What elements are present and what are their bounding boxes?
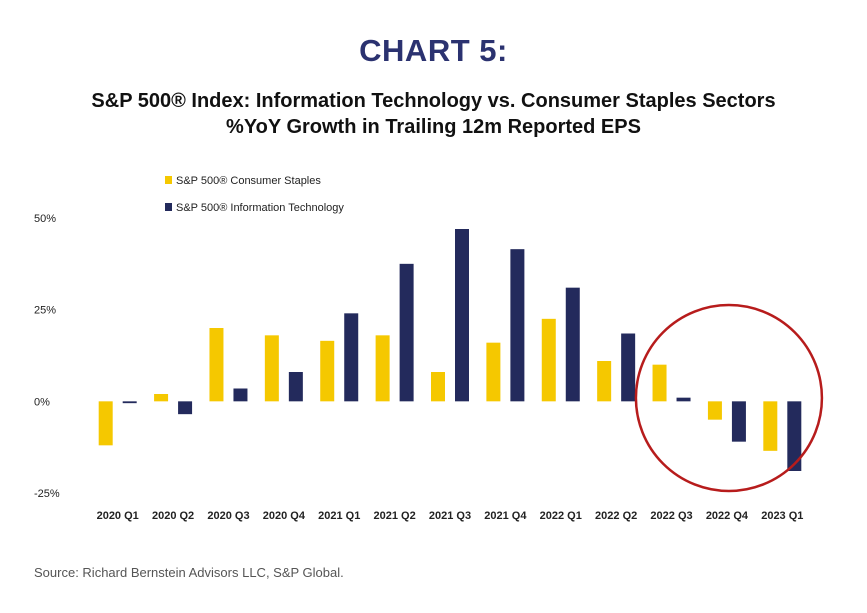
y-tick-label: -25% [34,488,60,500]
bar-consumer-staples [209,328,224,402]
bar-consumer-staples [597,361,612,402]
x-tick-label: 2022 Q3 [650,510,692,522]
x-tick-label: 2023 Q1 [761,510,803,522]
x-axis: 2020 Q1 2020 Q2 2020 Q3 2020 Q4 2021 Q1 2021 … [97,510,804,522]
legend-label: S&P 500® Consumer Staples [176,175,321,187]
x-tick-label: 2022 Q1 [540,510,582,522]
x-tick-label: 2020 Q3 [207,510,249,522]
legend-swatch [165,176,172,184]
bar-consumer-staples [375,335,390,402]
bar-information-technology [676,397,691,402]
x-tick-label: 2020 Q2 [152,510,194,522]
bar-information-technology [731,401,746,442]
y-tick-label: 50% [34,213,56,225]
legend: S&P 500® Consumer Staples S&P 500® Inform… [165,175,344,214]
bar-information-technology [621,333,636,402]
bar-information-technology [399,263,414,402]
x-tick-label: 2022 Q2 [595,510,637,522]
bars [98,229,802,471]
bar-consumer-staples [652,364,667,402]
chart-title: S&P 500® Index: Information Technology v… [0,88,867,140]
bar-consumer-staples [707,401,722,420]
bar-chart: S&P 500® Consumer Staples S&P 500® Inform… [34,175,824,522]
bar-consumer-staples [486,342,501,402]
highlight-layer [634,303,824,493]
y-tick-label: 0% [34,396,50,408]
bar-information-technology [510,249,525,402]
bar-consumer-staples [431,372,445,402]
chart-title-line1: S&P 500® Index: Information Technology v… [91,90,776,112]
bar-consumer-staples [320,340,335,402]
x-tick-label: 2021 Q2 [374,510,416,522]
source-note: Source: Richard Bernstein Advisors LLC, … [34,565,344,580]
x-tick-label: 2020 Q4 [263,510,306,522]
y-axis: 50% 25% 0% -25% [34,213,60,500]
x-tick-label: 2020 Q1 [97,510,139,522]
bar-consumer-staples [541,318,556,402]
x-tick-label: 2021 Q1 [318,510,360,522]
chart-label: CHART 5: [359,33,508,68]
x-tick-label: 2021 Q3 [429,510,471,522]
bar-consumer-staples [763,401,778,451]
legend-label: S&P 500® Information Technology [176,202,344,214]
bar-consumer-staples [264,335,279,402]
chart-subtitle: %YoY Growth in Trailing 12m Reported EPS [226,116,641,138]
bar-information-technology [122,401,137,404]
bar-information-technology [233,388,248,402]
bar-information-technology [344,313,359,402]
highlight-circle [634,303,824,493]
legend-swatch [165,203,172,211]
bar-consumer-staples [154,394,169,402]
bar-information-technology [178,401,193,415]
bar-information-technology [565,287,580,402]
y-tick-label: 25% [34,305,56,317]
bar-information-technology [455,229,469,402]
bar-information-technology [787,401,802,471]
bar-information-technology [288,372,303,402]
x-tick-label: 2021 Q4 [484,510,527,522]
x-tick-label: 2022 Q4 [706,510,749,522]
bar-consumer-staples [98,401,113,446]
